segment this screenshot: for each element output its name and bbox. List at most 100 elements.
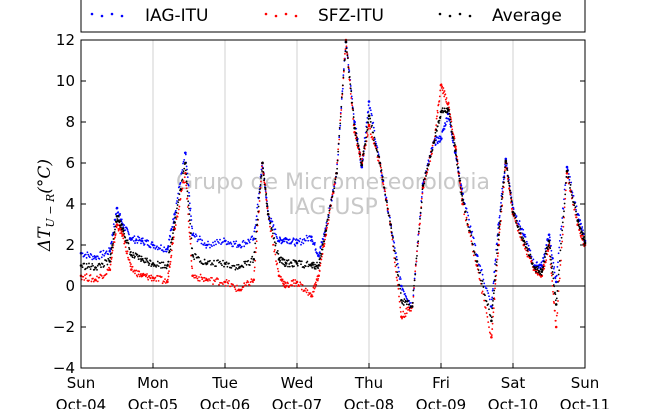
data-point [436,142,439,145]
data-point [298,240,301,243]
data-point [112,242,114,245]
data-point [443,107,446,110]
data-point [266,203,269,205]
data-point [313,284,316,287]
data-point [398,270,400,273]
data-point [314,281,317,284]
data-point [263,179,265,182]
data-point [163,280,166,283]
data-point [306,236,309,239]
data-point [222,283,224,286]
data-point [500,205,503,208]
data-point [124,246,127,249]
data-point [256,206,259,209]
data-point [147,264,150,266]
data-point [567,176,570,178]
data-point [558,246,561,249]
data-point [208,278,210,280]
data-point [253,230,256,233]
data-point [332,188,334,191]
data-point [547,244,550,247]
data-point [177,208,180,211]
data-point [247,281,250,283]
data-point [293,265,295,268]
data-point [96,280,99,283]
data-point [132,251,135,254]
data-point [259,184,262,186]
data-point [305,291,308,294]
data-point [451,128,454,131]
data-point [250,257,253,260]
data-point [269,221,272,224]
data-point [508,182,510,185]
data-point [458,177,461,180]
data-point [367,118,370,120]
data-point [345,47,348,50]
data-point [288,265,291,268]
data-point [186,206,189,208]
data-point [527,244,530,247]
data-point [452,137,455,139]
data-point [377,153,380,156]
data-point [503,176,506,179]
data-point [541,269,544,271]
data-point [502,178,505,181]
data-point [240,288,243,291]
data-point [494,282,497,285]
x-tick-label-day: Sun [67,374,96,392]
data-point [552,267,555,270]
data-point [455,158,458,161]
data-point [498,222,501,225]
data-point [260,168,263,171]
data-point [521,236,523,238]
data-point [154,247,157,250]
data-point [328,209,331,212]
data-point [431,152,433,155]
data-point [511,210,515,214]
data-point [148,262,151,265]
data-point [236,246,238,249]
data-point [349,83,352,85]
data-point [518,223,520,226]
data-point [480,279,482,282]
data-point [261,165,263,168]
data-point [176,197,179,199]
data-point [437,103,440,106]
data-point [555,274,558,277]
data-point [164,278,166,281]
data-point [273,241,276,244]
data-point [438,100,441,102]
data-point [106,263,109,266]
data-point [126,239,129,242]
data-point [405,307,408,310]
data-point [216,238,218,241]
data-point [168,250,171,253]
data-point [319,257,322,259]
data-point [103,264,106,267]
data-point [473,242,476,245]
x-tick-label-date: Oct-04 [56,396,106,409]
data-point [140,260,142,262]
data-point [136,275,139,278]
data-point [320,258,323,261]
data-point [211,245,213,248]
data-point [353,124,356,127]
data-point [103,254,106,257]
data-point [148,275,151,277]
data-point [309,239,312,242]
data-point [552,273,554,276]
data-point [134,255,136,258]
data-point [171,226,174,228]
data-point [255,247,258,249]
data-point [383,187,386,189]
data-point [381,181,384,184]
data-point [434,131,437,134]
data-point [112,233,115,236]
data-point [194,233,197,236]
data-point [524,241,526,244]
data-point [230,266,233,269]
data-point [146,260,149,263]
x-tick-label-day: Sat [501,374,526,392]
data-point [442,87,445,89]
data-point [499,223,502,226]
